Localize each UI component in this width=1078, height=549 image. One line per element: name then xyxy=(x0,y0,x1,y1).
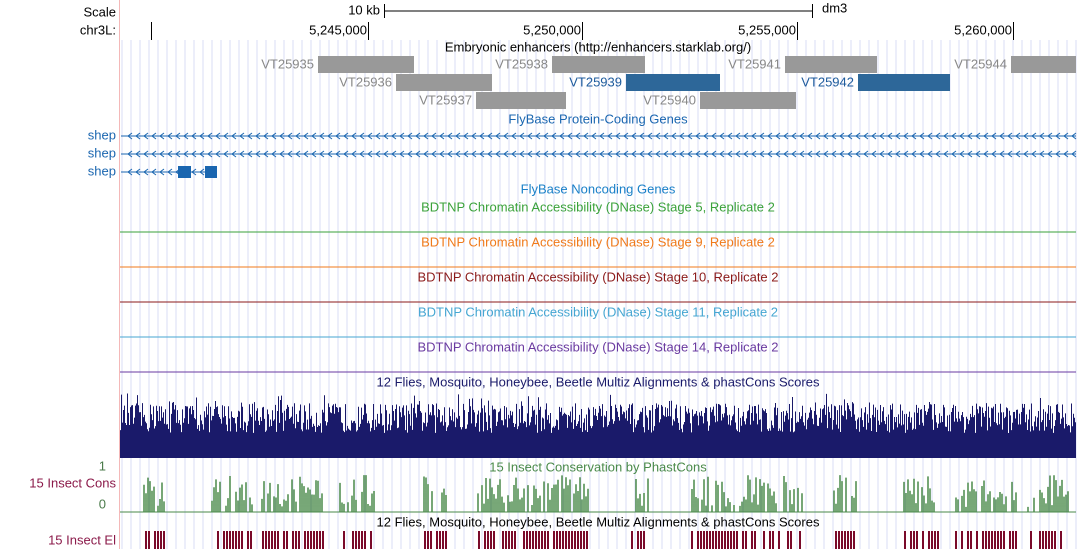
track-title: 15 Insect Conservation by PhastCons xyxy=(489,459,707,474)
enhancer-feature[interactable] xyxy=(700,92,796,109)
exon[interactable] xyxy=(178,166,191,178)
multiz-signal xyxy=(120,393,1076,458)
side-label: 15 Insect Cons xyxy=(29,475,116,490)
enhancer-label: VT25940 xyxy=(643,92,696,107)
track-title: BDTNP Chromatin Accessibility (DNase) St… xyxy=(417,269,778,284)
assembly: dm3 xyxy=(822,0,847,15)
track-title: 12 Flies, Mosquito, Honeybee, Beetle Mul… xyxy=(377,514,820,529)
ruler-position: 5,255,000 xyxy=(738,22,796,37)
track-title: BDTNP Chromatin Accessibility (DNase) St… xyxy=(418,304,778,319)
side-label: 15 Insect El xyxy=(48,532,116,547)
ruler-position: 5,260,000 xyxy=(954,22,1012,37)
enhancer-label: VT25935 xyxy=(261,56,314,71)
grid xyxy=(121,40,1077,549)
track-title: BDTNP Chromatin Accessibility (DNase) St… xyxy=(417,339,778,354)
enhancer-feature[interactable] xyxy=(396,74,492,91)
enhancer-feature[interactable] xyxy=(552,56,645,73)
enhancer-feature[interactable] xyxy=(626,74,720,91)
gene-label[interactable]: shep xyxy=(88,145,116,160)
side-label: 0 xyxy=(99,496,106,511)
enhancer-label: VT25942 xyxy=(801,74,854,89)
track-title: FlyBase Noncoding Genes xyxy=(521,181,676,196)
track-title: BDTNP Chromatin Accessibility (DNase) St… xyxy=(421,199,775,214)
enhancer-label: VT25941 xyxy=(728,56,781,71)
strand-arrows xyxy=(127,132,1077,140)
scale-length: 10 kb xyxy=(348,2,380,17)
enhancer-feature[interactable] xyxy=(785,56,877,73)
tracks: 10 kb dm3 5,245,000 5,250,000 5,255,000 5,260… xyxy=(88,0,1077,549)
phastcons-signal xyxy=(143,475,1069,512)
enhancer-feature[interactable] xyxy=(858,74,950,91)
enhancer-feature[interactable] xyxy=(1011,56,1076,73)
track-title: FlyBase Protein-Coding Genes xyxy=(508,111,688,126)
strand-arrows xyxy=(127,150,1077,158)
ruler-position: 5,250,000 xyxy=(523,22,581,37)
gene-label[interactable]: shep xyxy=(88,127,116,142)
enhancer-label: VT25944 xyxy=(954,56,1007,71)
enhancer-label: VT25938 xyxy=(495,56,548,71)
enhancer-feature[interactable] xyxy=(476,92,566,109)
track-title: Embryonic enhancers (http://enhancers.st… xyxy=(445,39,751,54)
enhancer-label: VT25937 xyxy=(419,92,472,107)
track-title: 12 Flies, Mosquito, Honeybee, Beetle Mul… xyxy=(377,374,820,389)
exon[interactable] xyxy=(205,166,217,178)
enhancer-feature[interactable] xyxy=(318,56,414,73)
enhancer-label: VT25936 xyxy=(339,74,392,89)
conserved-elements xyxy=(145,531,1062,549)
side-label: chr3L: xyxy=(80,22,116,37)
gene-label[interactable]: shep xyxy=(88,163,116,178)
ruler-position: 5,245,000 xyxy=(309,22,367,37)
enhancer-label: VT25939 xyxy=(569,74,622,89)
track-title: BDTNP Chromatin Accessibility (DNase) St… xyxy=(421,234,775,249)
side-label: 1 xyxy=(99,458,106,473)
side-label: Scale xyxy=(83,4,116,19)
